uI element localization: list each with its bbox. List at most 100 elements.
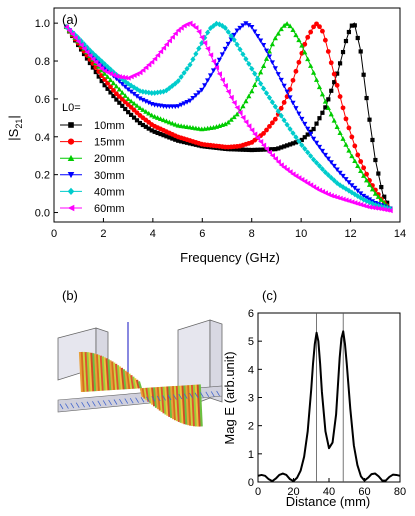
- data-point-30mm: [175, 104, 181, 109]
- data-point-10mm: [346, 29, 352, 35]
- field-arrow: [194, 392, 199, 398]
- data-point-20mm: [290, 27, 296, 33]
- data-point-60mm: [193, 25, 199, 31]
- field-bar: [84, 351, 89, 392]
- data-point-15mm: [305, 34, 311, 40]
- field-bar: [80, 351, 85, 392]
- data-point-20mm: [172, 121, 178, 127]
- data-point-30mm: [308, 131, 314, 137]
- field-bar: [189, 384, 194, 427]
- data-point-40mm: [146, 89, 152, 96]
- data-point-15mm: [296, 59, 302, 65]
- field-bar: [185, 385, 190, 426]
- legend-item-40mm: 40mm: [60, 186, 125, 198]
- data-point-10mm: [126, 110, 131, 115]
- data-point-10mm: [140, 122, 145, 128]
- data-point-30mm: [322, 152, 328, 158]
- field-arrow: [140, 397, 145, 403]
- data-point-20mm: [160, 117, 167, 123]
- legend-marker: [67, 154, 75, 161]
- field-bar: [92, 353, 97, 392]
- data-point-10mm: [234, 147, 240, 152]
- data-point-20mm: [325, 105, 331, 111]
- data-point-30mm: [222, 46, 228, 52]
- data-point-10mm: [249, 147, 254, 153]
- data-point-40mm: [234, 41, 240, 48]
- field-bar: [149, 387, 154, 405]
- legend-marker: [68, 122, 74, 128]
- data-point-10mm: [187, 141, 193, 146]
- data-point-20mm: [246, 93, 252, 99]
- data-point-15mm: [299, 50, 305, 56]
- field-arrow: [205, 391, 210, 398]
- data-point-30mm: [325, 156, 331, 162]
- data-point-30mm: [363, 195, 370, 201]
- field-bar: [191, 384, 196, 427]
- x-tick-label-a: 2: [100, 228, 106, 240]
- data-point-30mm: [187, 98, 193, 104]
- data-point-10mm: [311, 126, 316, 132]
- data-point-40mm: [196, 45, 202, 52]
- data-point-15mm: [308, 29, 314, 35]
- data-point-40mm: [246, 60, 252, 67]
- data-point-60mm: [310, 184, 317, 190]
- field-bar: [90, 352, 95, 392]
- field-bar: [132, 376, 137, 389]
- x-tick-label-c: 0: [255, 486, 261, 498]
- data-point-40mm: [334, 180, 340, 187]
- data-point-60mm: [146, 62, 152, 68]
- data-point-30mm: [240, 23, 246, 29]
- x-tick-label-a: 0: [51, 228, 57, 240]
- data-point-30mm: [199, 87, 205, 93]
- data-point-10mm: [343, 38, 349, 44]
- data-point-60mm: [296, 175, 302, 181]
- data-point-20mm: [369, 186, 376, 192]
- x-tick-label-c: 20: [287, 486, 299, 498]
- field-bar: [107, 359, 112, 391]
- field-arrow: [86, 401, 91, 407]
- data-point-20mm: [140, 107, 146, 112]
- data-point-40mm: [99, 58, 105, 65]
- field-bar: [170, 386, 175, 420]
- data-point-20mm: [128, 98, 134, 104]
- field-bar: [181, 385, 186, 425]
- field-bar: [122, 369, 127, 390]
- data-point-30mm: [302, 121, 308, 127]
- field-bar: [103, 357, 108, 391]
- data-point-10mm: [287, 142, 293, 147]
- data-point-30mm: [134, 94, 140, 99]
- data-point-40mm: [102, 61, 108, 67]
- data-point-20mm: [137, 105, 143, 111]
- data-point-60mm: [205, 46, 211, 52]
- data-point-60mm: [90, 56, 96, 62]
- y-tick-label-a: 0.8: [35, 56, 50, 68]
- field-arrow: [135, 397, 139, 403]
- data-point-60mm: [252, 131, 258, 137]
- legend-marker: [67, 204, 75, 212]
- data-point-60mm: [228, 94, 234, 100]
- field-bar: [160, 386, 165, 414]
- data-point-40mm: [222, 25, 228, 31]
- data-point-30mm: [296, 111, 302, 117]
- data-point-10mm: [134, 118, 140, 123]
- data-point-20mm: [375, 194, 381, 199]
- data-point-10mm: [293, 140, 299, 145]
- data-point-15mm: [311, 24, 316, 30]
- x-tick-label-a: 8: [249, 228, 255, 240]
- field-arrow: [210, 391, 215, 397]
- data-point-60mm: [308, 182, 314, 188]
- data-point-20mm: [349, 153, 355, 159]
- data-point-40mm: [352, 191, 358, 198]
- data-point-30mm: [310, 136, 317, 142]
- data-point-30mm: [349, 183, 355, 188]
- data-point-60mm: [154, 52, 161, 58]
- data-point-40mm: [366, 199, 373, 206]
- data-point-10mm: [131, 115, 137, 120]
- data-point-20mm: [149, 112, 155, 118]
- data-point-60mm: [78, 42, 84, 48]
- field-bar: [128, 373, 133, 390]
- data-point-30mm: [313, 140, 320, 146]
- series-60mm: [63, 20, 393, 214]
- data-point-20mm: [228, 117, 234, 122]
